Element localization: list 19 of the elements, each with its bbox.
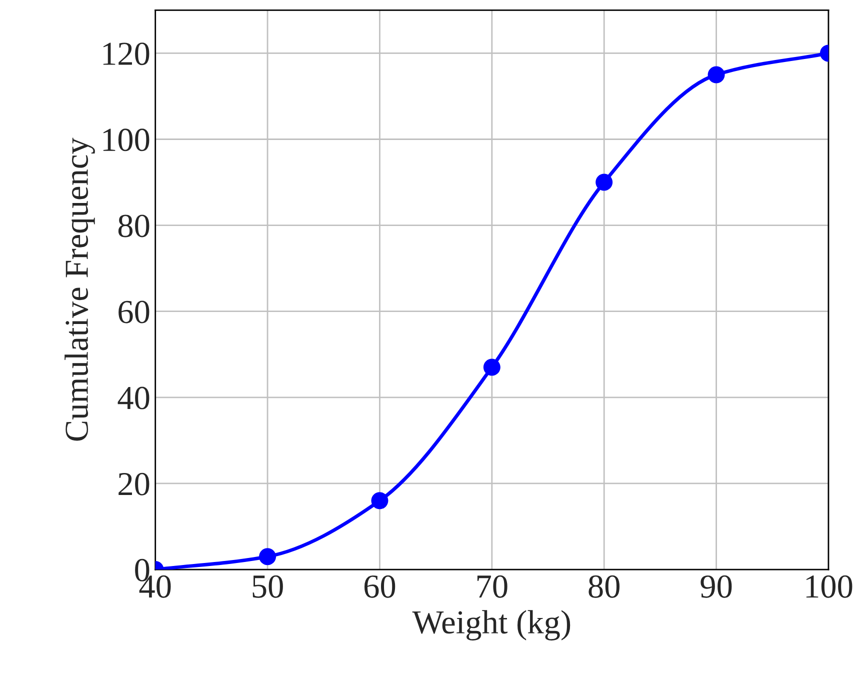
x-tick-label: 50 bbox=[252, 575, 283, 598]
y-tick-label: 40 bbox=[118, 386, 150, 410]
point bbox=[259, 548, 276, 566]
point bbox=[596, 174, 613, 191]
y-tick-label: 20 bbox=[118, 472, 150, 496]
x-tick-label: 80 bbox=[588, 575, 620, 598]
y-tick-label: 120 bbox=[103, 42, 150, 66]
point bbox=[483, 358, 500, 376]
x-tick-label: 60 bbox=[364, 575, 396, 598]
x-tick-label: 100 bbox=[806, 575, 852, 598]
x-tick-label: 70 bbox=[477, 575, 508, 598]
y-tick-label: 60 bbox=[118, 300, 150, 324]
x-axis-title: Weight (kg) bbox=[412, 610, 570, 640]
y-tick-label: 80 bbox=[118, 214, 150, 238]
point bbox=[708, 66, 725, 84]
x-tick-label: 90 bbox=[700, 575, 732, 598]
y-axis-title: Cumulative Frequency bbox=[64, 138, 95, 441]
y-tick-label: 100 bbox=[103, 128, 150, 152]
point bbox=[371, 492, 388, 510]
